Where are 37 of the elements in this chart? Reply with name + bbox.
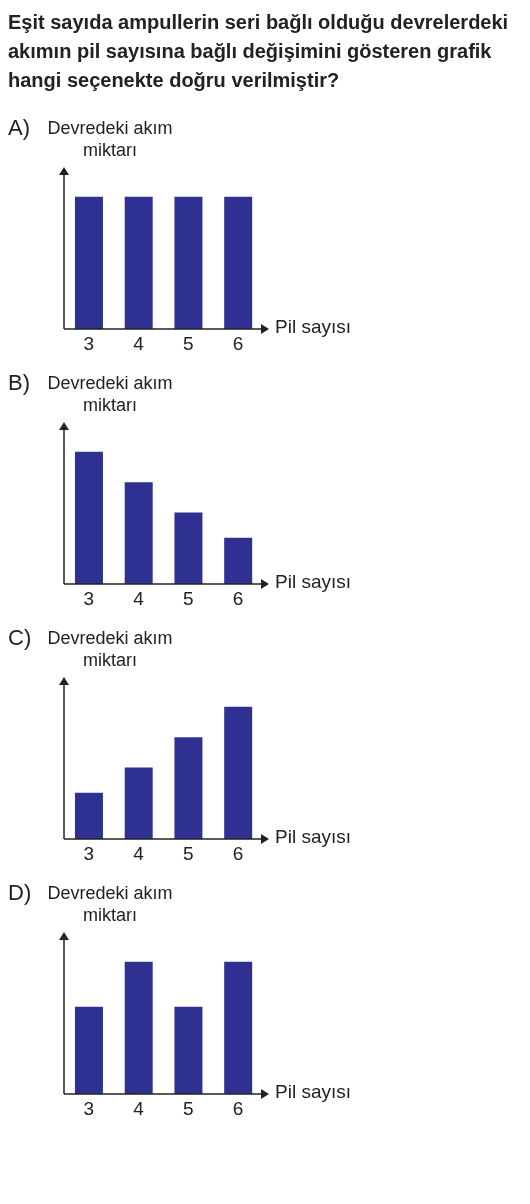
bar	[124, 767, 153, 839]
bar	[224, 706, 253, 839]
chart-title: Eşit sayıda ampullerin seri bağlı olduğu devrelerdeki akımın pil sayısına bağlı değişimini gösteren grafik hangi seçenekte doğru verilmiştir?	[8, 10, 510, 93]
text: B)	[8, 370, 30, 396]
x-tick-label: 5	[183, 843, 194, 865]
x-tick-label: 4	[133, 1098, 145, 1120]
x-tick-label: 6	[232, 588, 244, 610]
bar	[174, 512, 203, 584]
x-tick-label: 4	[133, 843, 145, 865]
x-tick-label: 3	[83, 1098, 95, 1120]
x-tick-label: 4	[133, 333, 145, 355]
y-axis-title: Devredeki akım miktarı	[46, 117, 174, 161]
text: D)	[8, 880, 32, 906]
x-tick-label: 6	[232, 1098, 244, 1120]
bar	[74, 451, 103, 584]
text: C)	[8, 625, 32, 651]
y-axis-title: Devredeki akım miktarı	[46, 627, 174, 671]
x-tick-label: 3	[83, 843, 95, 865]
x-tick-label: 3	[83, 333, 95, 355]
text: A)	[8, 115, 30, 141]
x-tick-label: 5	[183, 333, 194, 355]
x-tick-label: 5	[183, 588, 194, 610]
bar	[74, 792, 103, 839]
bar	[124, 482, 153, 584]
x-tick-label: 6	[232, 333, 244, 355]
y-axis-title: Devredeki akım miktarı	[46, 372, 174, 416]
bar	[174, 737, 203, 839]
x-tick-label: 4	[133, 588, 145, 610]
x-tick-label: 5	[183, 1098, 194, 1120]
x-tick-label: 3	[83, 588, 95, 610]
y-axis-title: Devredeki akım miktarı	[46, 882, 174, 926]
x-tick-label: 6	[232, 843, 244, 865]
bar	[224, 537, 253, 584]
x-axis-title: Pil sayısı	[275, 316, 352, 338]
x-axis-title: Pil sayısı	[275, 571, 352, 593]
x-axis-title: Pil sayısı	[275, 1081, 352, 1103]
x-axis-title: Pil sayısı	[275, 826, 352, 848]
